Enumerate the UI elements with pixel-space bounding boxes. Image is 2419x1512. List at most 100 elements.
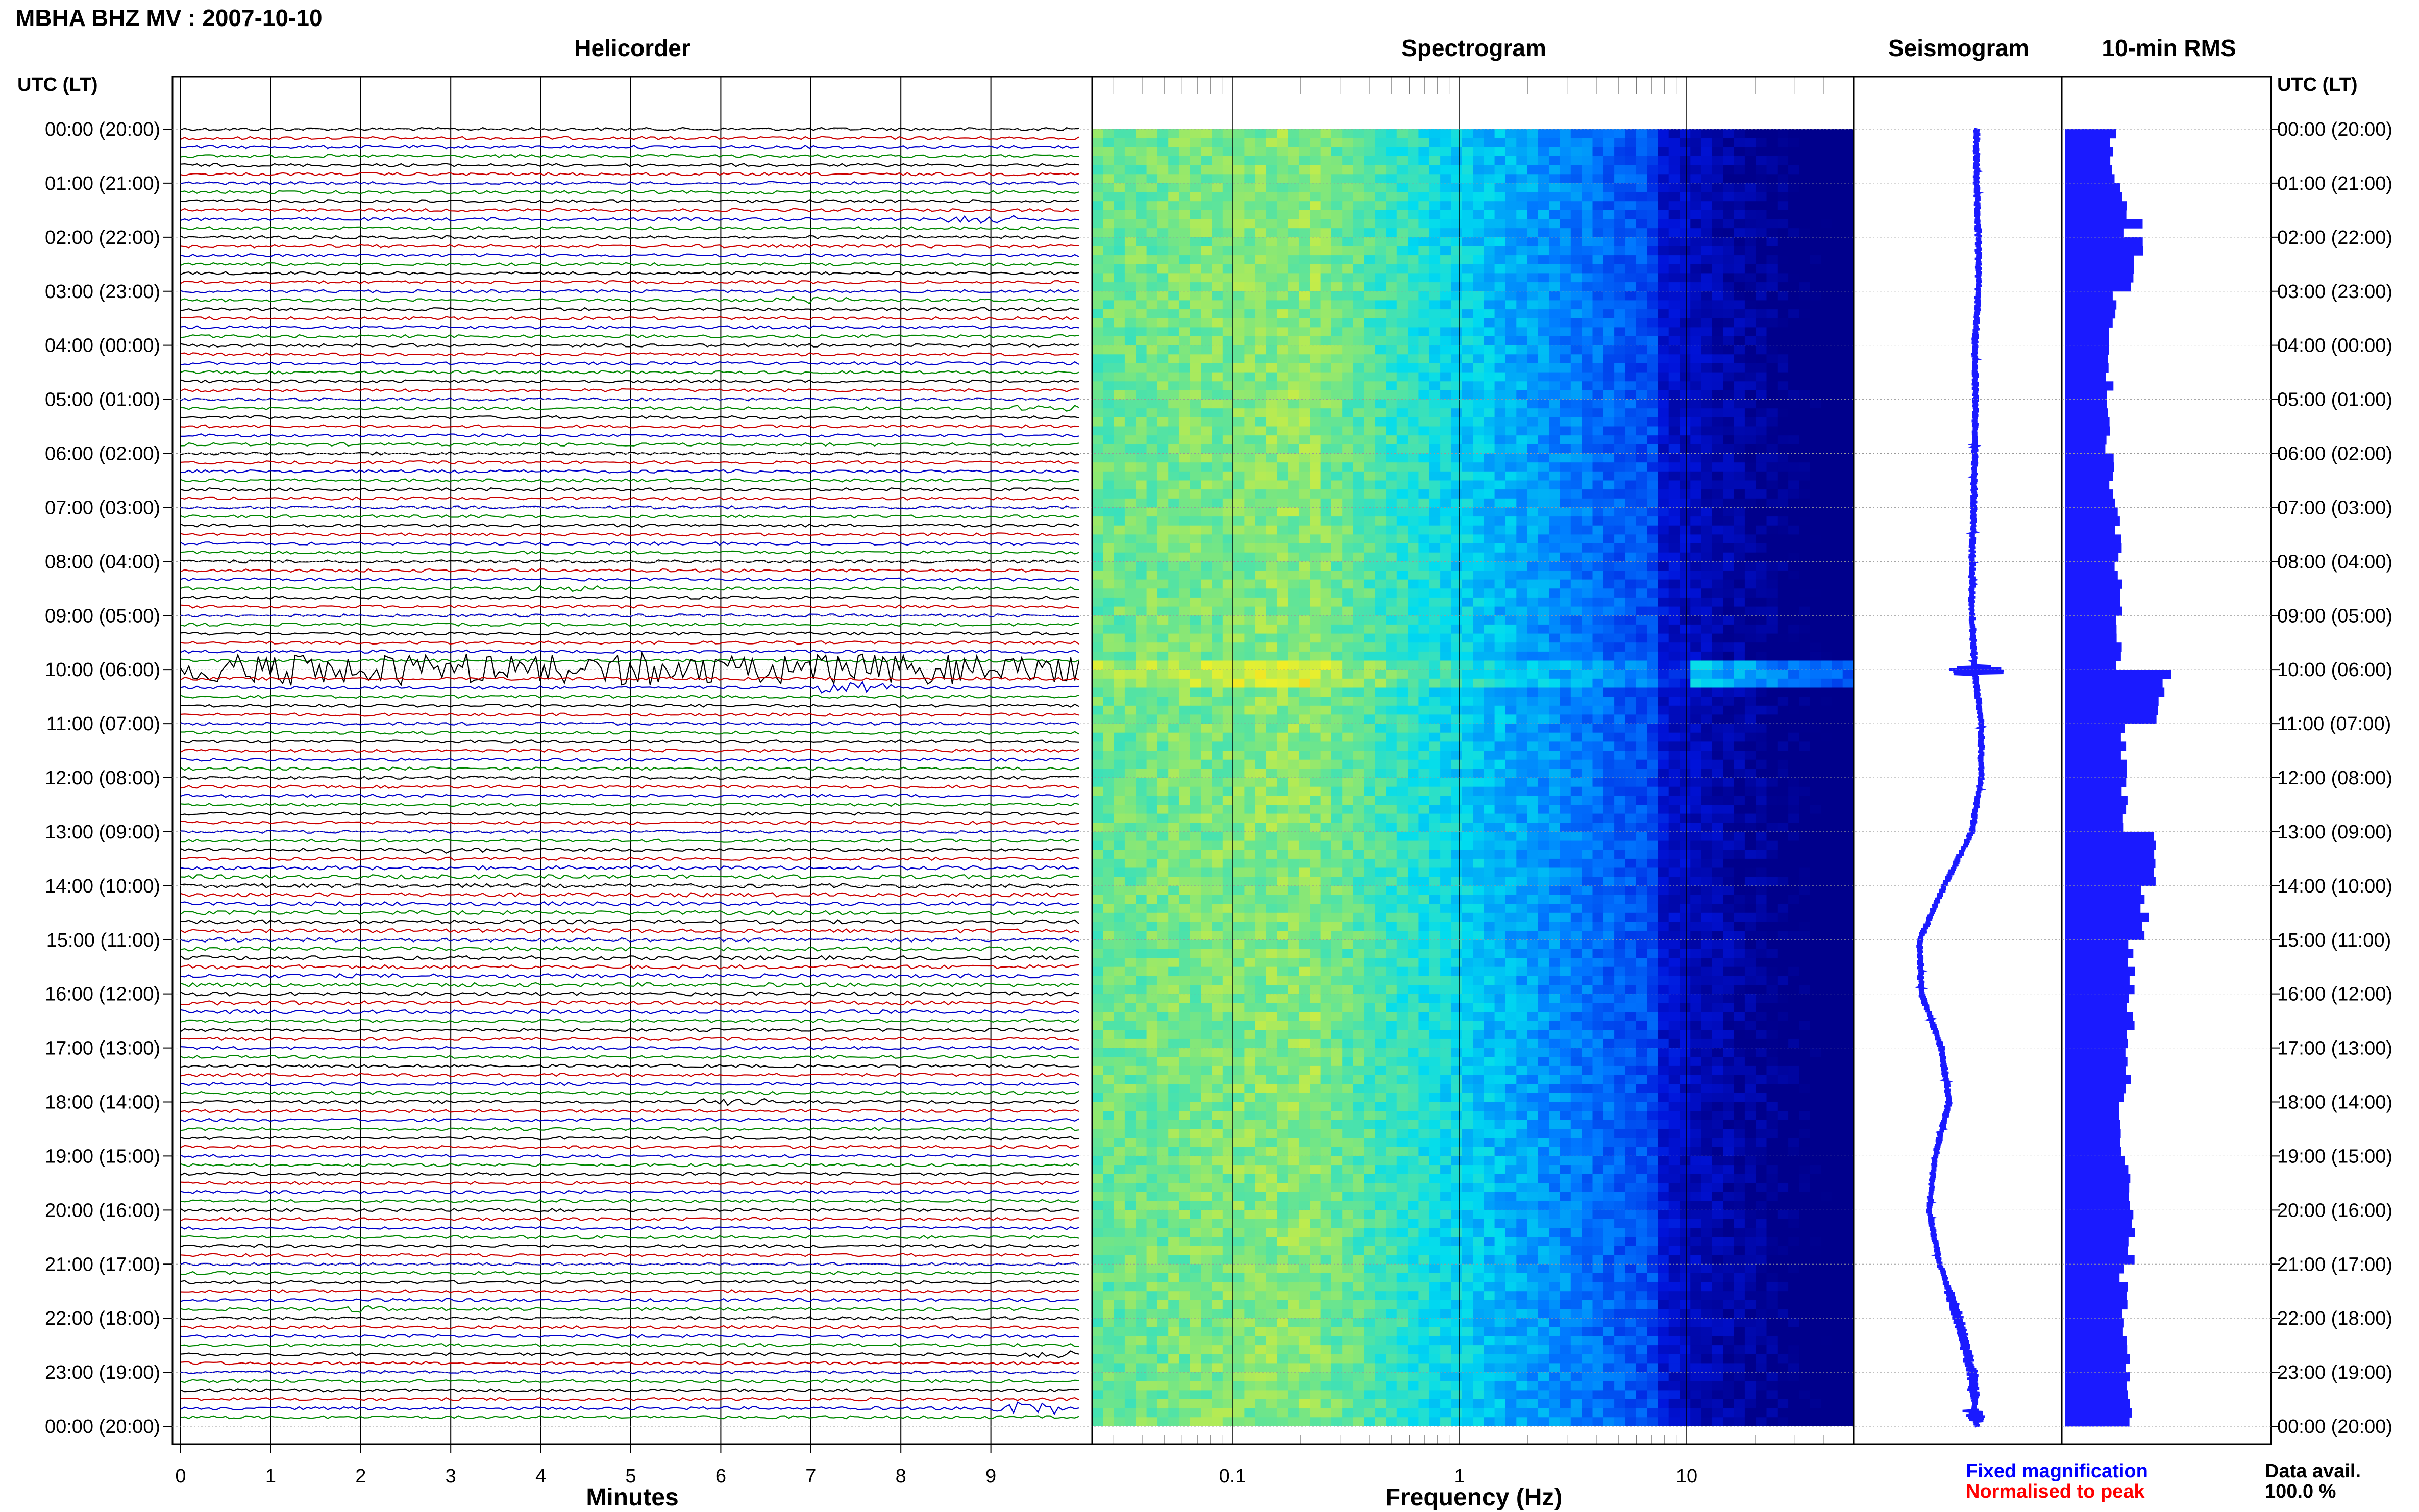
spectrogram-cell bbox=[1570, 174, 1582, 184]
spectrogram-cell bbox=[1331, 588, 1343, 598]
spectrogram-cell bbox=[1331, 597, 1343, 607]
spectrogram-cell bbox=[1766, 282, 1778, 292]
spectrogram-cell bbox=[1244, 670, 1256, 679]
spectrogram-cell bbox=[1668, 165, 1680, 175]
spectrogram-cell bbox=[1103, 381, 1115, 391]
spectrogram-cell bbox=[1668, 741, 1680, 751]
spectrogram-cell bbox=[1222, 129, 1234, 139]
spectrogram-cell bbox=[1658, 138, 1669, 147]
spectrogram-cell bbox=[1136, 147, 1147, 157]
spectrogram-cell bbox=[1473, 462, 1484, 472]
spectrogram-cell bbox=[1756, 498, 1767, 508]
spectrogram-cell bbox=[1462, 615, 1473, 625]
spectrogram-cell bbox=[1701, 309, 1713, 319]
spectrogram-cell bbox=[1255, 489, 1267, 499]
spectrogram-cell bbox=[1157, 687, 1169, 697]
spectrogram-cell bbox=[1342, 282, 1354, 292]
spectrogram-cell bbox=[1592, 552, 1604, 562]
spectrogram-cell bbox=[1527, 498, 1539, 508]
spectrogram-cell bbox=[1799, 724, 1811, 733]
spectrogram-cell bbox=[1658, 633, 1669, 643]
spectrogram-cell bbox=[1538, 282, 1549, 292]
spectrogram-cell bbox=[1386, 714, 1397, 724]
spectrogram-cell bbox=[1777, 291, 1789, 301]
spectrogram-cell bbox=[1342, 264, 1354, 274]
spectrogram-cell bbox=[1560, 147, 1571, 157]
spectrogram-cell bbox=[1658, 381, 1669, 391]
spectrogram-cell bbox=[1723, 462, 1735, 472]
spectrogram-cell bbox=[1299, 381, 1310, 391]
spectrogram-cell bbox=[1625, 399, 1637, 409]
spectrogram-cell bbox=[1168, 192, 1180, 202]
spectrogram-cell bbox=[1136, 273, 1147, 283]
spectrogram-cell bbox=[1353, 372, 1365, 382]
spectrogram-cell bbox=[1440, 606, 1451, 616]
spectrogram-cell bbox=[1342, 183, 1354, 193]
spectrogram-cell bbox=[1842, 516, 1854, 526]
spectrogram-cell bbox=[1756, 534, 1767, 544]
spectrogram-cell bbox=[1310, 345, 1321, 355]
spectrogram-cell bbox=[1157, 390, 1169, 400]
spectrogram-cell bbox=[1201, 597, 1212, 607]
spectrogram-cell bbox=[1396, 588, 1408, 598]
spectrogram-cell bbox=[1582, 282, 1593, 292]
spectrogram-cell bbox=[1179, 129, 1191, 139]
spectrogram-cell bbox=[1320, 525, 1332, 535]
helicorder-trace bbox=[180, 451, 1079, 456]
spectrogram-cell bbox=[1255, 697, 1267, 706]
spectrogram-cell bbox=[1788, 237, 1799, 247]
spectrogram-cell bbox=[1408, 534, 1419, 544]
spectrogram-cell bbox=[1505, 660, 1517, 670]
spectrogram-cell bbox=[1168, 354, 1180, 364]
spectrogram-cell bbox=[1701, 237, 1713, 247]
spectrogram-cell bbox=[1408, 345, 1419, 355]
spectrogram-cell bbox=[1473, 147, 1484, 157]
spectrogram-cell bbox=[1832, 697, 1843, 706]
spectrogram-cell bbox=[1636, 192, 1647, 202]
spectrogram-cell bbox=[1408, 561, 1419, 571]
spectrogram-cell bbox=[1625, 327, 1637, 337]
spectrogram-cell bbox=[1570, 624, 1582, 634]
spectrogram-cell bbox=[1473, 732, 1484, 742]
spectrogram-cell bbox=[1396, 642, 1408, 652]
spectrogram-cell bbox=[1310, 237, 1321, 247]
spectrogram-cell bbox=[1636, 327, 1647, 337]
spectrogram-cell bbox=[1222, 561, 1234, 571]
spectrogram-cell bbox=[1190, 291, 1201, 301]
spectrogram-cell bbox=[1549, 345, 1561, 355]
spectrogram-cell bbox=[1092, 571, 1103, 580]
spectrogram-cell bbox=[1668, 498, 1680, 508]
spectrogram-cell bbox=[1538, 525, 1549, 535]
spectrogram-cell bbox=[1549, 327, 1561, 337]
spectrogram-cell bbox=[1146, 165, 1158, 175]
spectrogram-cell bbox=[1310, 309, 1321, 319]
spectrogram-cell bbox=[1734, 489, 1745, 499]
spectrogram-cell bbox=[1832, 381, 1843, 391]
spectrogram-cell bbox=[1647, 228, 1658, 238]
spectrogram-cell bbox=[1636, 579, 1647, 589]
spectrogram-cell bbox=[1777, 156, 1789, 166]
spectrogram-cell bbox=[1386, 670, 1397, 679]
spectrogram-cell bbox=[1603, 624, 1615, 634]
spectrogram-cell bbox=[1353, 642, 1365, 652]
spectrogram-cell bbox=[1712, 597, 1723, 607]
spectrogram-cell bbox=[1168, 642, 1180, 652]
spectrogram-cell bbox=[1582, 697, 1593, 706]
spectrogram-cell bbox=[1277, 462, 1289, 472]
spectrogram-cell bbox=[1266, 408, 1277, 418]
spectrogram-cell bbox=[1222, 363, 1234, 373]
spectrogram-cell bbox=[1549, 156, 1561, 166]
spectrogram-cell bbox=[1799, 489, 1811, 499]
spectrogram-cell bbox=[1680, 444, 1691, 454]
spectrogram-cell bbox=[1842, 264, 1854, 274]
spectrogram-cell bbox=[1549, 579, 1561, 589]
spectrogram-cell bbox=[1092, 201, 1103, 211]
spectrogram-cell bbox=[1560, 345, 1571, 355]
spectrogram-cell bbox=[1799, 633, 1811, 643]
spectrogram-cell bbox=[1146, 174, 1158, 184]
spectrogram-cell bbox=[1103, 147, 1115, 157]
spectrogram-cell bbox=[1168, 471, 1180, 481]
spectrogram-cell bbox=[1668, 336, 1680, 346]
spectrogram-cell bbox=[1342, 147, 1354, 157]
spectrogram-cell bbox=[1222, 615, 1234, 625]
